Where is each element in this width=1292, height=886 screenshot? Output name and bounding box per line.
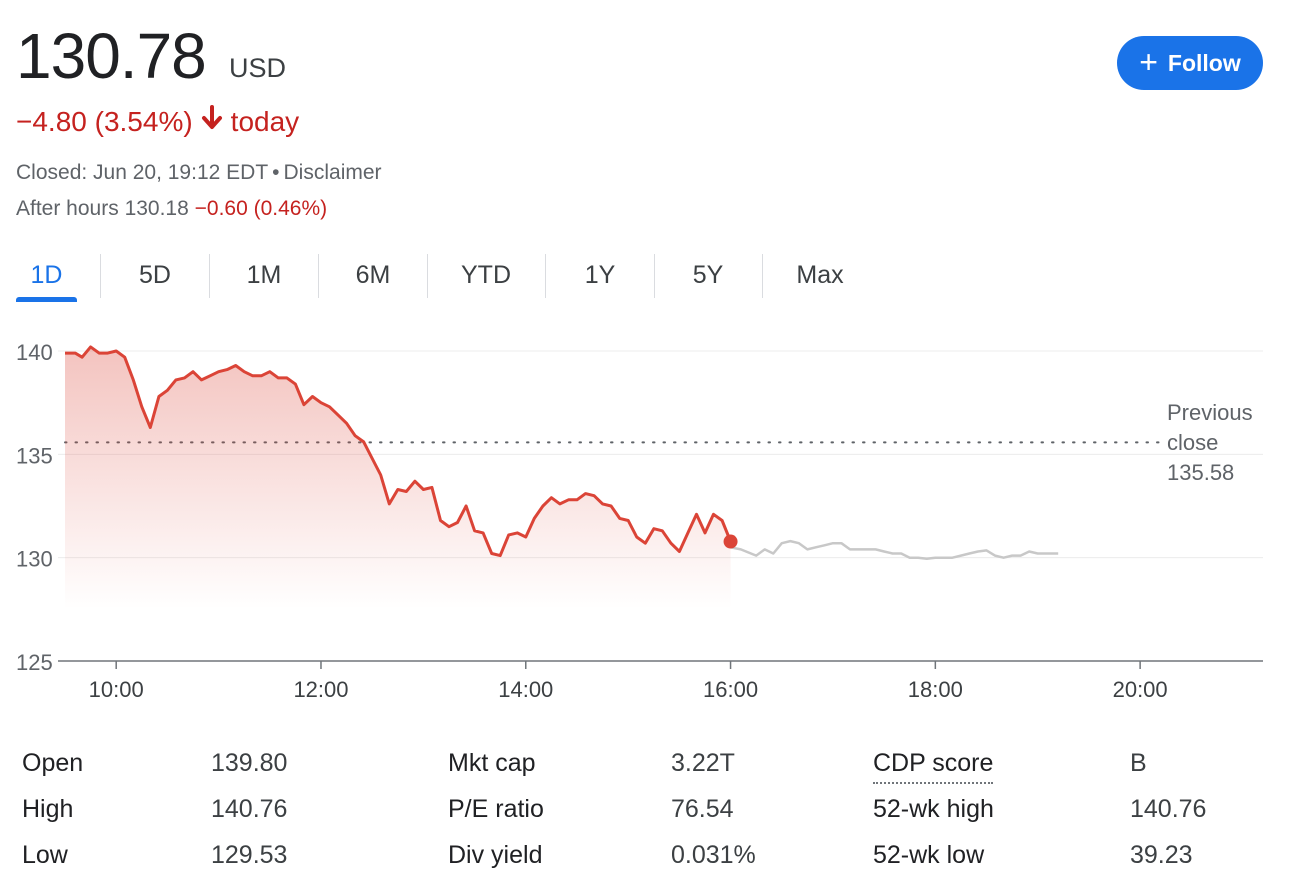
disclaimer-link[interactable]: Disclaimer xyxy=(283,161,382,184)
stat-value-low: 129.53 xyxy=(211,841,288,869)
tab-divider xyxy=(318,254,319,298)
x-axis-ticks xyxy=(115,661,1141,669)
stat-label-low: Low xyxy=(22,841,68,869)
stat-label-52wk-high: 52-wk high xyxy=(873,795,994,823)
after-hours-change: −0.60 (0.46%) xyxy=(194,197,328,220)
follow-button[interactable]: + Follow xyxy=(1117,36,1263,90)
stat-value-52wk-low: 39.23 xyxy=(1130,841,1193,869)
x-axis-labels: 10:00 12:00 14:00 16:00 18:00 20:00 xyxy=(89,677,1168,702)
arrow-down-icon xyxy=(201,104,223,140)
y-tick-label: 130 xyxy=(16,547,53,572)
tab-divider xyxy=(762,254,763,298)
stat-value-open: 139.80 xyxy=(211,749,288,777)
tab-max[interactable]: Max xyxy=(796,261,844,289)
y-tick-label: 140 xyxy=(16,340,53,365)
stock-price: 130.78 xyxy=(16,20,207,92)
plus-icon: + xyxy=(1139,43,1158,80)
price-change: −4.80 (3.54%) today xyxy=(16,104,299,140)
stat-value-high: 140.76 xyxy=(211,795,288,823)
tab-5d[interactable]: 5D xyxy=(139,261,171,289)
stat-label-div-yield: Div yield xyxy=(448,841,543,869)
y-tick-label: 135 xyxy=(16,443,53,468)
tab-1d[interactable]: 1D xyxy=(16,252,77,302)
x-tick-label: 14:00 xyxy=(498,677,553,702)
tab-divider xyxy=(209,254,210,298)
y-tick-label: 125 xyxy=(16,650,53,675)
x-tick-label: 20:00 xyxy=(1113,677,1168,702)
price-change-value: −4.80 (3.54%) xyxy=(16,106,193,137)
tab-ytd[interactable]: YTD xyxy=(461,261,511,289)
stat-label-cdp-score[interactable]: CDP score xyxy=(873,744,994,784)
stat-label-pe-ratio: P/E ratio xyxy=(448,795,544,823)
after-hours-row: After hours 130.18 −0.60 (0.46%) xyxy=(16,194,327,224)
tab-6m[interactable]: 6M xyxy=(355,261,391,289)
stat-value-pe-ratio: 76.54 xyxy=(671,795,734,823)
price-change-period: today xyxy=(230,106,300,137)
tab-divider xyxy=(100,254,101,298)
x-tick-label: 10:00 xyxy=(89,677,144,702)
stat-label-open: Open xyxy=(22,749,84,777)
key-stats: Open 139.80 High 140.76 Low 129.53 Mkt c… xyxy=(0,740,1292,880)
stat-value-52wk-high: 140.76 xyxy=(1130,795,1207,823)
price-area-fill xyxy=(65,346,731,610)
y-axis-labels: 125 130 135 140 xyxy=(16,340,53,675)
stat-label-52wk-low: 52-wk low xyxy=(873,841,985,869)
previous-close-label: close xyxy=(1167,430,1218,455)
series-line-regular xyxy=(65,345,732,558)
separator: • xyxy=(272,161,280,184)
tab-5y[interactable]: 5Y xyxy=(692,261,724,289)
x-tick-label: 12:00 xyxy=(293,677,348,702)
stat-value-cdp-score: B xyxy=(1130,749,1147,777)
tab-divider xyxy=(427,254,428,298)
after-hours-price: 130.18 xyxy=(124,197,189,220)
follow-label: Follow xyxy=(1167,49,1241,76)
previous-close-value: 135.58 xyxy=(1167,460,1234,485)
tab-1y[interactable]: 1Y xyxy=(584,261,616,289)
tab-1m[interactable]: 1M xyxy=(246,261,282,289)
range-tabs: 1D 5D 1M 6M YTD 1Y 5Y Max xyxy=(0,252,880,302)
currency-label: USD xyxy=(229,53,287,83)
after-hours-label: After hours xyxy=(16,197,119,220)
market-status: Closed: Jun 20, 19:12 EDT • Disclaimer xyxy=(16,158,382,188)
x-tick-label: 16:00 xyxy=(703,677,758,702)
closed-time: Closed: Jun 20, 19:12 EDT xyxy=(16,161,269,184)
tab-divider xyxy=(654,254,655,298)
stat-value-div-yield: 0.031% xyxy=(671,841,756,869)
tab-divider xyxy=(545,254,546,298)
series-line-after-hours xyxy=(730,539,1059,560)
stat-label-mkt-cap: Mkt cap xyxy=(448,749,536,777)
stat-value-mkt-cap: 3.22T xyxy=(671,749,735,777)
previous-close-label: Previous xyxy=(1167,400,1253,425)
current-price-marker xyxy=(723,534,738,549)
stat-label-high: High xyxy=(22,795,74,823)
x-tick-label: 18:00 xyxy=(908,677,963,702)
price-chart[interactable]: 125 130 135 140 10:00 12:00 14:00 16:00 18:00 20… xyxy=(0,320,1292,720)
